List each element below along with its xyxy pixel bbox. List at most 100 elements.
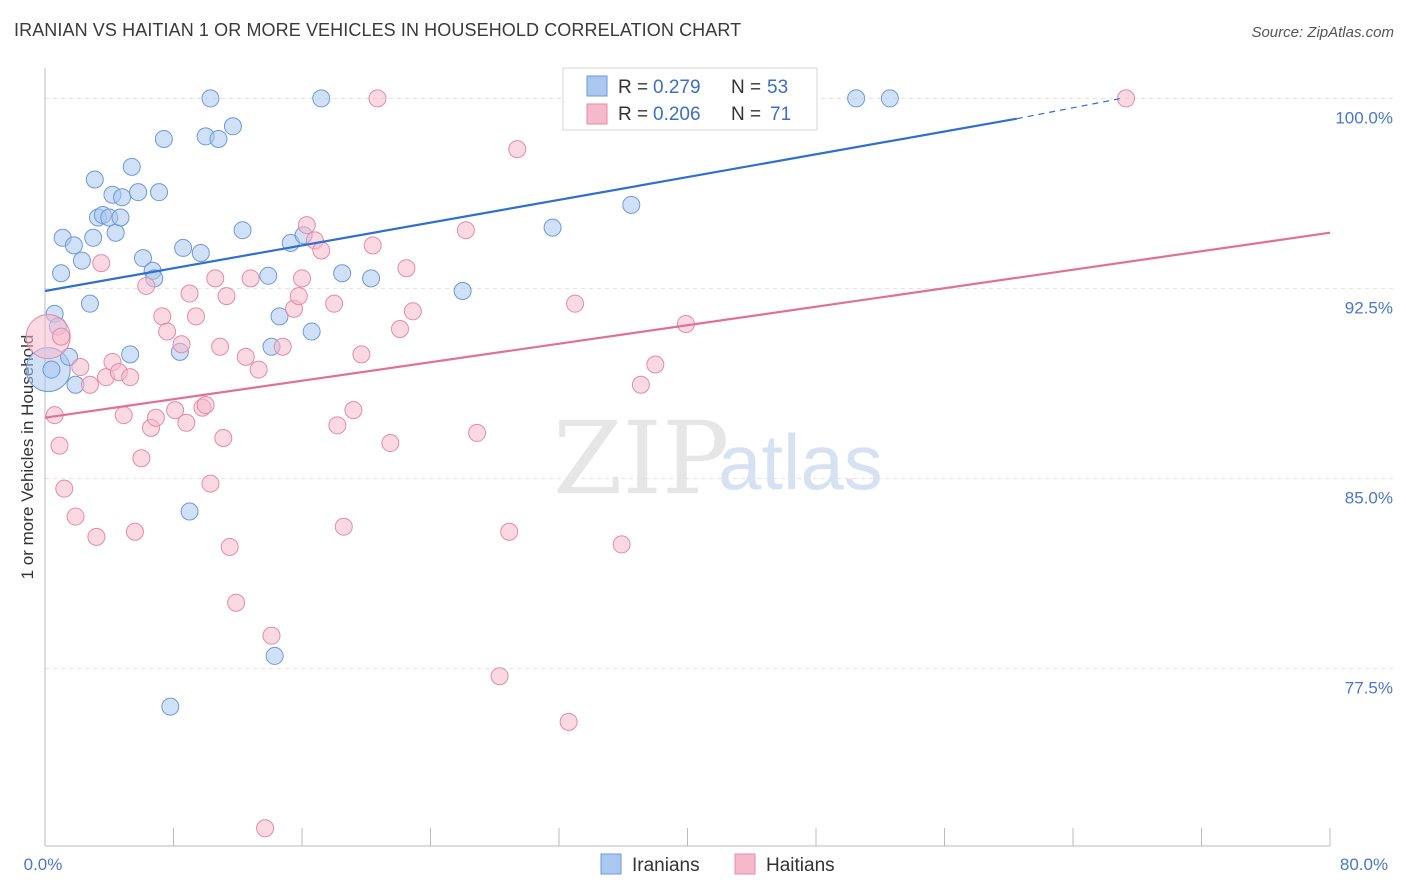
haitians-point-7	[92, 254, 111, 273]
gridlines	[45, 97, 1395, 670]
haitians-point-58	[490, 667, 509, 686]
haitians-point-2	[55, 479, 74, 498]
haitians-point-20	[166, 401, 185, 420]
iranians-point-49	[847, 89, 866, 108]
x-tick-label-max: 80.0%	[1340, 855, 1388, 874]
iranians-point-28	[174, 238, 193, 257]
correlation-legend: R = 0.279 N = 53 R = 0.206 N = 71	[562, 67, 818, 131]
haitians-point-51	[368, 89, 387, 108]
iranians-point-50	[880, 89, 899, 108]
haitians-point-14	[132, 449, 151, 468]
haitians-point-63	[612, 535, 631, 554]
haitians-point-3	[66, 507, 85, 526]
y-tick-label-1: 85.0%	[1345, 489, 1393, 508]
haitians-point-49	[352, 345, 371, 364]
y-tick-label-0: 77.5%	[1345, 679, 1393, 698]
haitians-point-50	[363, 236, 382, 255]
iranians-point-42	[302, 322, 321, 341]
bottom-legend-swatch-iranians	[600, 853, 622, 875]
iranians-point-36	[259, 266, 278, 285]
haitians-point-64	[631, 375, 650, 394]
haitians-point-32	[227, 593, 246, 612]
haitians-point-12	[121, 368, 140, 387]
iranians-point-5	[64, 236, 83, 255]
iranians-point-15	[106, 223, 125, 242]
haitians-point-56	[456, 221, 475, 240]
iranians-point-30	[191, 243, 210, 262]
legend-r-label-1: R =	[618, 77, 648, 98]
iranians-point-7	[72, 251, 91, 270]
haitians-trend-line	[44, 231, 1331, 419]
haitians-point-4	[71, 358, 90, 377]
legend-n-value-1: 53	[767, 77, 788, 98]
iranians-point-8	[80, 294, 99, 313]
iranians-point-32	[201, 89, 220, 108]
iranians-point-25	[154, 129, 173, 148]
iranians-trend-extension	[1016, 97, 1122, 120]
haitians-point-52	[381, 434, 400, 453]
iranians-point-46	[453, 282, 472, 301]
iranians-point-29	[180, 502, 199, 521]
iranians-point-21	[133, 249, 152, 268]
haitians-point-46	[328, 416, 347, 435]
bottom-legend-label-haitians: Haitians	[766, 855, 835, 876]
haitians-point-33	[236, 347, 255, 366]
haitians-point-17	[146, 408, 165, 427]
haitians-point-19	[158, 322, 177, 341]
haitians-point-69	[217, 287, 236, 306]
iranians-point-20	[129, 183, 148, 202]
haitians-point-54	[397, 259, 416, 278]
iranians-point-47	[543, 218, 562, 237]
iranians-point-48	[622, 195, 641, 214]
x-ticks	[44, 828, 1331, 846]
haitians-point-36	[256, 819, 275, 838]
iranians-point-43	[312, 89, 331, 108]
haitians-point-15	[137, 276, 156, 295]
haitians-point-35	[249, 360, 268, 379]
haitians-point-28	[206, 269, 225, 288]
legend-swatch-haitians	[586, 103, 608, 125]
haitians-point-48	[344, 401, 363, 420]
haitians-large-point-0	[25, 314, 71, 360]
haitians-point-60	[508, 140, 527, 159]
haitians-point-26	[196, 396, 215, 415]
x-tick-label-min: 0.0%	[24, 855, 63, 874]
haitians-point-6	[87, 527, 106, 546]
watermark-atlas: atlas	[718, 418, 883, 506]
haitians-point-37	[262, 626, 281, 645]
iranians-point-34	[223, 117, 242, 136]
haitians-point-40	[289, 287, 308, 306]
haitians-point-67	[1117, 89, 1136, 108]
iranians-point-17	[113, 188, 132, 207]
iranians-point-10	[85, 170, 104, 189]
iranians-point-24	[150, 183, 169, 202]
legend-r-label-2: R =	[618, 104, 648, 125]
legend-n-value-2: 71	[770, 104, 791, 125]
y-axis-label: 1 or more Vehicles in Household	[18, 335, 37, 580]
legend-n-label-1: N =	[731, 77, 761, 98]
iranians-point-33	[209, 129, 228, 148]
haitians-point-62	[566, 294, 585, 313]
haitians-point-42	[297, 216, 316, 235]
y-tick-label-2: 92.5%	[1345, 298, 1393, 317]
haitians-point-18	[153, 307, 172, 326]
iranians-point-9	[84, 228, 103, 247]
iranians-point-19	[122, 157, 141, 176]
haitians-point-31	[220, 537, 239, 556]
haitians-point-61	[559, 712, 578, 731]
haitians-point-27	[201, 474, 220, 493]
data-points	[25, 89, 1136, 838]
iranians-point-39	[270, 307, 289, 326]
haitians-point-65	[646, 355, 665, 374]
haitians-point-5	[80, 375, 99, 394]
haitians-point-29	[211, 337, 230, 356]
haitians-point-44	[312, 241, 331, 260]
iranians-point-16	[111, 208, 130, 227]
legend-swatch-iranians	[586, 75, 608, 97]
bottom-legend-swatch-haitians	[734, 853, 756, 875]
iranians-point-45	[362, 269, 381, 288]
iranians-point-2	[52, 264, 71, 283]
iranians-point-26	[161, 697, 180, 716]
haitians-point-21	[172, 335, 191, 354]
